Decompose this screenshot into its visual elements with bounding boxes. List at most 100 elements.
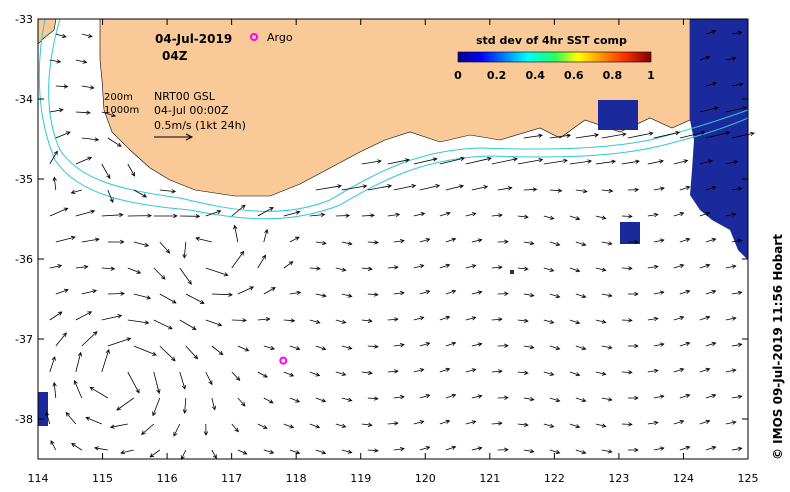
current-arrow xyxy=(127,371,140,394)
current-arrow xyxy=(85,416,102,425)
current-arrow xyxy=(569,319,581,325)
current-arrow xyxy=(517,266,529,271)
current-arrow xyxy=(107,291,125,296)
x-tick-label: 114 xyxy=(28,472,49,485)
current-arrow xyxy=(725,212,737,217)
current-arrow xyxy=(179,319,197,330)
current-arrow xyxy=(211,292,233,297)
current-arrow xyxy=(367,184,393,191)
current-arrow xyxy=(731,290,743,296)
current-arrow xyxy=(173,423,181,437)
current-arrow xyxy=(471,185,489,191)
current-arrow xyxy=(471,446,483,451)
current-arrow xyxy=(55,33,67,38)
current-arrow xyxy=(725,56,737,61)
current-arrow xyxy=(439,211,451,217)
current-arrow xyxy=(679,185,691,191)
x-tick-label: 117 xyxy=(221,472,242,485)
current-arrow xyxy=(71,443,83,451)
current-arrow xyxy=(705,185,717,191)
current-arrow xyxy=(309,319,321,324)
current-arrow xyxy=(75,156,93,165)
current-arrow xyxy=(491,369,503,374)
current-arrow xyxy=(289,290,302,296)
current-arrow xyxy=(569,215,581,221)
current-arrow xyxy=(439,315,451,321)
current-arrow xyxy=(595,159,617,165)
current-arrow xyxy=(601,397,613,402)
current-arrow xyxy=(55,131,71,139)
current-arrow xyxy=(471,394,483,399)
current-arrow xyxy=(439,156,466,165)
current-arrow xyxy=(81,331,98,347)
current-arrow xyxy=(387,265,399,270)
current-arrow xyxy=(315,397,327,403)
current-arrow xyxy=(159,189,177,194)
current-arrow xyxy=(185,345,199,360)
current-arrow xyxy=(233,224,239,243)
current-arrow xyxy=(107,189,114,204)
current-arrow xyxy=(205,210,222,217)
current-arrow xyxy=(465,420,477,425)
current-arrow xyxy=(127,163,136,177)
current-arrow xyxy=(52,176,57,191)
current-arrow xyxy=(497,239,509,244)
colorbar-tick-labels: 0 0.2 0.4 0.6 0.8 1 xyxy=(454,69,655,82)
current-arrow xyxy=(81,33,93,38)
current-arrow xyxy=(621,214,633,219)
current-arrow xyxy=(705,81,718,87)
current-arrow xyxy=(257,207,274,217)
x-tick-label: 115 xyxy=(92,472,113,485)
current-arrow xyxy=(699,315,711,321)
current-arrow xyxy=(205,319,223,327)
current-arrow xyxy=(127,267,142,274)
current-arrow xyxy=(55,84,69,89)
current-arrow xyxy=(70,189,82,195)
current-arrow xyxy=(283,371,295,377)
current-arrow xyxy=(725,420,737,425)
current-arrow xyxy=(367,344,379,349)
colorbar xyxy=(457,51,652,63)
current-arrow xyxy=(731,186,743,191)
current-arrow xyxy=(647,420,659,426)
colorbar-tick-label: 0.2 xyxy=(487,69,507,82)
current-arrow xyxy=(179,267,192,285)
current-arrow xyxy=(575,293,587,299)
current-arrow xyxy=(283,318,296,323)
current-arrow xyxy=(335,213,351,218)
current-arrow xyxy=(75,209,96,217)
y-tick-label: -35 xyxy=(15,173,33,186)
current-arrow xyxy=(231,250,245,269)
colorbar-tick-label: 0.6 xyxy=(564,69,584,82)
current-arrow xyxy=(231,423,239,433)
current-arrow xyxy=(159,345,176,362)
current-arrow xyxy=(601,293,613,298)
current-arrow xyxy=(50,440,57,451)
current-arrow xyxy=(569,267,581,273)
current-arrow xyxy=(523,292,535,298)
current-arrow xyxy=(679,237,691,243)
current-arrow xyxy=(653,130,681,139)
current-arrow xyxy=(673,367,685,373)
current-vectors xyxy=(45,29,755,460)
credit-text: © IMOS 09-Jul-2019 11:56 Hobart xyxy=(771,234,785,460)
current-arrow xyxy=(413,368,425,373)
current-arrow xyxy=(393,342,405,348)
current-arrow xyxy=(361,159,382,165)
current-arrow xyxy=(497,343,509,348)
current-arrow xyxy=(439,263,451,269)
current-arrow xyxy=(445,289,457,295)
current-arrow xyxy=(653,186,665,191)
x-tick-label: 123 xyxy=(608,472,629,485)
current-arrow xyxy=(621,318,633,323)
y-tick-label: -37 xyxy=(15,333,33,346)
current-arrow xyxy=(413,420,425,425)
current-arrow xyxy=(653,394,665,399)
current-arrow xyxy=(549,241,561,247)
current-arrow xyxy=(309,212,326,218)
current-arrow xyxy=(393,290,405,296)
current-arrow xyxy=(335,371,347,376)
current-arrow xyxy=(263,345,276,351)
scale-arrow-head xyxy=(185,133,194,141)
current-arrow xyxy=(517,214,529,219)
